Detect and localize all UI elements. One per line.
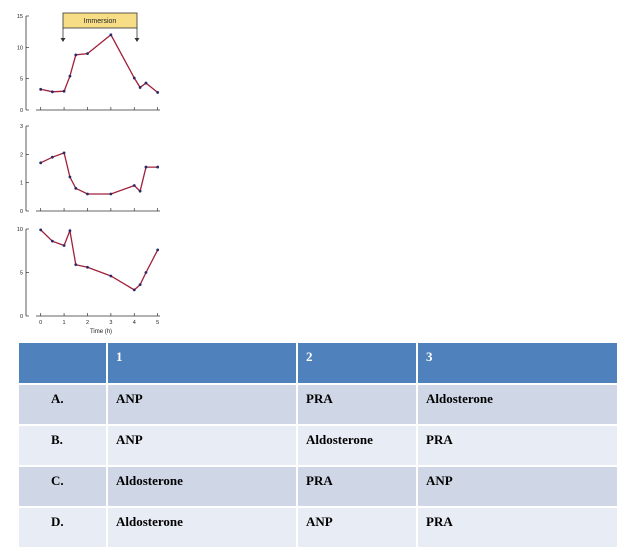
table-row[interactable]: A. ANP PRA Aldosterone (19, 385, 617, 424)
data-point (68, 175, 72, 179)
data-point (86, 192, 89, 196)
answer-table: 1 2 3 A. ANP PRA Aldosterone B. ANP Aldo… (17, 341, 619, 549)
cell-2: PRA (298, 467, 416, 506)
data-point (39, 228, 43, 232)
data-point (144, 271, 148, 274)
data-point (68, 74, 72, 78)
y-tick-label: 10 (17, 227, 23, 233)
header-cell-blank (19, 343, 106, 383)
x-tick-label: 5 (156, 320, 159, 326)
data-point (144, 165, 148, 169)
panel-2: 0 1 2 3 (20, 124, 160, 215)
data-point (86, 52, 89, 55)
table-header-row: 1 2 3 (19, 343, 617, 383)
x-tick-label: 0 (39, 320, 42, 326)
data-point (144, 81, 148, 85)
x-axis-title: Time (h) (90, 329, 112, 335)
x-tick-label: 1 (63, 320, 66, 326)
data-point (132, 184, 136, 187)
y-tick-label: 2 (20, 152, 23, 158)
series-line (40, 152, 158, 195)
data-point (109, 33, 113, 37)
data-point (74, 53, 78, 57)
immersion-start-arrowhead (60, 38, 66, 42)
immersion-line-chart: 0 5 10 15 0 1 2 3 0 5 10 0 1 2 3 4 5 Immersion Time (h) (17, 12, 160, 335)
cell-1: Aldosterone (108, 467, 296, 506)
data-point (109, 274, 113, 278)
data-point (132, 76, 136, 80)
cell-1: ANP (108, 426, 296, 465)
series-line (40, 228, 159, 291)
data-point (86, 265, 89, 269)
data-point (74, 186, 78, 190)
cell-2: PRA (298, 385, 416, 424)
y-tick-label: 15 (17, 14, 23, 20)
option-label: D. (19, 508, 106, 547)
y-tick-label: 5 (20, 77, 23, 83)
table-row[interactable]: B. ANP Aldosterone PRA (19, 426, 617, 465)
cell-1: Aldosterone (108, 508, 296, 547)
y-tick-label: 3 (20, 124, 23, 130)
x-tick-label: 4 (133, 320, 136, 326)
series-line (40, 33, 159, 94)
cell-3: Aldosterone (418, 385, 617, 424)
data-point (74, 263, 78, 267)
y-tick-label: 0 (20, 209, 23, 215)
data-point (50, 155, 54, 159)
immersion-end-arrowhead (134, 38, 140, 42)
y-tick-label: 0 (20, 108, 23, 114)
header-cell-1: 1 (108, 343, 296, 383)
panel-1: 0 5 10 15 (17, 14, 160, 114)
cell-3: ANP (418, 467, 617, 506)
header-cell-3: 3 (418, 343, 617, 383)
data-point (39, 87, 43, 91)
immersion-bar (62, 12, 138, 29)
table-row[interactable]: C. Aldosterone PRA ANP (19, 467, 617, 506)
cell-3: PRA (418, 426, 617, 465)
immersion-label: Immersion (84, 18, 117, 25)
data-point (62, 89, 66, 93)
data-point (138, 283, 142, 287)
header-cell-2: 2 (298, 343, 416, 383)
y-tick-label: 5 (20, 271, 23, 277)
data-point (138, 189, 142, 193)
data-point (39, 161, 43, 165)
cell-2: ANP (298, 508, 416, 547)
table-row[interactable]: D. Aldosterone ANP PRA (19, 508, 617, 547)
data-point (138, 86, 142, 89)
y-tick-label: 1 (20, 181, 23, 187)
panel-3: 0 5 10 0 1 2 3 4 5 (17, 227, 160, 326)
data-point (156, 165, 160, 169)
y-tick-label: 10 (17, 45, 23, 51)
data-point (62, 244, 66, 247)
data-point (62, 151, 66, 155)
data-point (50, 90, 54, 94)
x-tick-label: 2 (86, 320, 89, 326)
option-label: A. (19, 385, 106, 424)
data-point (156, 248, 160, 252)
data-point (109, 192, 113, 196)
data-point (68, 229, 72, 233)
option-label: C. (19, 467, 106, 506)
data-point (50, 239, 54, 243)
option-label: B. (19, 426, 106, 465)
data-point (156, 91, 160, 94)
x-tick-label: 3 (109, 320, 112, 326)
cell-2: Aldosterone (298, 426, 416, 465)
cell-1: ANP (108, 385, 296, 424)
data-point (132, 288, 136, 292)
y-tick-label: 0 (20, 314, 23, 320)
cell-3: PRA (418, 508, 617, 547)
